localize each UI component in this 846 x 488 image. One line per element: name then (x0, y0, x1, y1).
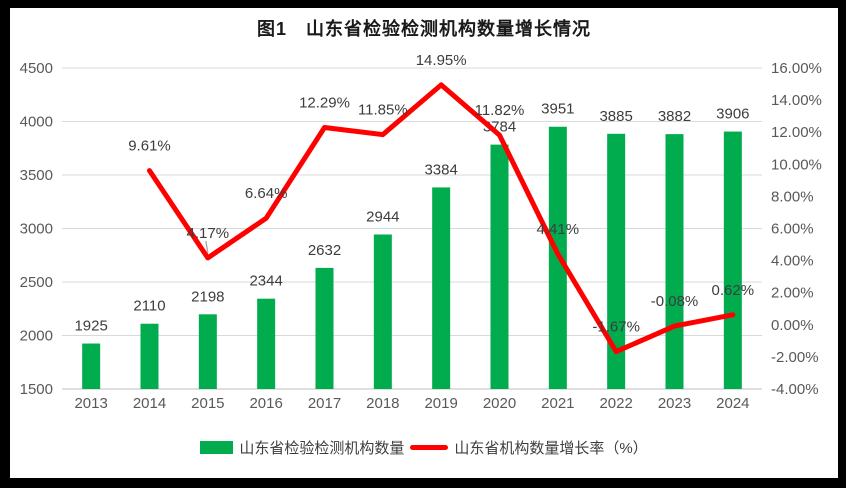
bar (198, 314, 217, 389)
line-value-label: -1.67% (592, 319, 640, 336)
bar-value-label: 3951 (541, 101, 574, 118)
chart-frame: 图1 山东省检验检测机构数量增长情况 1500 2000 2500 3000 3500 4… (10, 8, 838, 478)
growth-rate-line (147, 82, 736, 355)
bar-value-label: 2944 (366, 208, 399, 225)
left-axis-tick-label: 2000 (20, 328, 53, 345)
bar-value-label: 3384 (424, 161, 457, 178)
line-value-label: -0.08% (651, 293, 699, 310)
bar-value-label: 3906 (716, 106, 749, 123)
bar-value-label: 3882 (658, 108, 691, 125)
legend: 山东省检验检测机构数量 山东省机构数量增长率（%） (10, 437, 838, 457)
bar-value-label: 3784 (483, 119, 516, 136)
bar (723, 131, 742, 390)
line-value-label: 11.82% (475, 102, 525, 119)
bar-series-swatch (200, 440, 234, 454)
left-axis-tick-label: 3500 (20, 167, 53, 184)
right-axis-tick-label: 4.00% (771, 253, 814, 270)
right-axis-tick-label: 10.00% (771, 156, 822, 173)
line-value-label: 6.64% (245, 185, 288, 202)
x-axis-category-label: 2015 (191, 395, 224, 412)
x-axis-category-label: 2024 (716, 395, 749, 412)
x-axis-category-label: 2019 (424, 395, 457, 412)
line-value-label: 11.85% (358, 102, 408, 119)
right-axis-tick-label: 0.00% (771, 317, 814, 334)
bar-value-label: 2110 (133, 298, 165, 315)
right-axis-tick-label: 12.00% (771, 124, 822, 141)
bar-value-label: 2344 (249, 273, 282, 290)
bar-value-label: 1925 (74, 318, 107, 335)
line-value-label: 0.62% (712, 282, 755, 299)
bar (373, 234, 392, 389)
right-axis-tick-label: 2.00% (771, 285, 814, 302)
right-axis-tick-label: 8.00% (771, 188, 814, 205)
chart-title: 图1 山东省检验检测机构数量增长情况 (256, 19, 591, 39)
bar (82, 343, 101, 389)
line-series-label: 山东省机构数量增长率（%） (454, 439, 648, 457)
right-axis-tick-label: 16.00% (771, 60, 822, 77)
bar (315, 267, 334, 389)
left-axis-tick-label: 4000 (20, 114, 53, 131)
x-axis-category-label: 2018 (366, 395, 399, 412)
x-axis-category-label: 2014 (133, 395, 166, 412)
line-series-swatch (410, 444, 449, 450)
bar-series-label: 山东省检验检测机构数量 (239, 439, 405, 457)
line-value-label: 4.41% (537, 221, 580, 238)
bar-value-label: 3885 (599, 108, 632, 125)
left-axis-tick-label: 3000 (20, 221, 53, 238)
chart-svg: 1500 2000 2500 3000 3500 4000 4500 -4.00% -2.00%… (20, 52, 822, 412)
bar-value-label: 2632 (308, 242, 341, 259)
line-value-label: 9.61% (128, 138, 171, 155)
line-value-label: 4.17% (187, 225, 230, 242)
right-axis-tick-label: -2.00% (771, 349, 819, 366)
left-axis-tick-label: 2500 (20, 274, 53, 291)
bar-value-label: 2198 (191, 288, 224, 305)
x-axis-category-label: 2016 (249, 395, 282, 412)
x-axis-category-label: 2020 (483, 395, 516, 412)
bar (490, 144, 509, 389)
line-value-label: 14.95% (416, 52, 467, 69)
legend-item-line: 山东省机构数量增长率（%） (410, 437, 648, 458)
bar (665, 134, 684, 389)
legend-item-bars: 山东省检验检测机构数量 (200, 437, 404, 458)
bar (432, 187, 451, 389)
x-axis-category-label: 2021 (541, 395, 574, 412)
label-leader-line (205, 240, 209, 253)
x-axis-category-label: 2022 (599, 395, 632, 412)
x-axis-category-label: 2023 (658, 395, 691, 412)
right-axis-tick-label: 6.00% (771, 221, 814, 238)
bar (257, 298, 276, 389)
left-axis-tick-label: 1500 (20, 381, 53, 398)
right-axis-tick-label: 14.00% (771, 92, 822, 109)
right-axis-tick-label: -4.00% (771, 381, 819, 398)
x-axis-category-label: 2013 (74, 395, 107, 412)
bar (607, 133, 626, 389)
bar (140, 323, 159, 389)
line-value-label: 12.29% (299, 95, 350, 112)
left-axis-tick-label: 4500 (20, 60, 53, 77)
x-axis-category-label: 2017 (308, 395, 341, 412)
